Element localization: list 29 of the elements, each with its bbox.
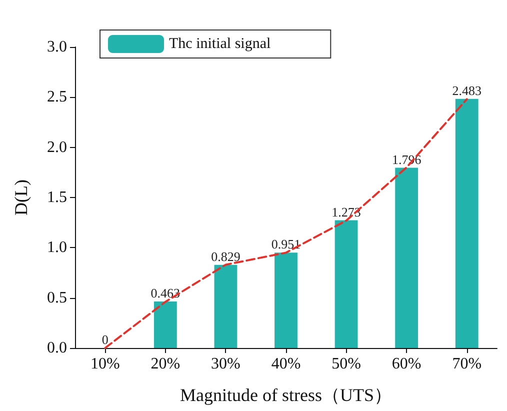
data-label: 0.829 <box>211 248 240 264</box>
x-tick-label: 50% <box>332 356 361 372</box>
x-tick-label: 70% <box>452 356 482 372</box>
bar <box>274 252 298 348</box>
data-label: 0 <box>102 332 108 347</box>
y-tick-label: 2.0 <box>47 138 67 156</box>
data-label: 2.483 <box>452 82 482 98</box>
x-tick-label: 60% <box>392 356 422 372</box>
x-tick-label: 40% <box>271 356 301 372</box>
line-series <box>104 98 468 349</box>
x-tick-label: 30% <box>211 356 240 372</box>
legend-label: Thc initial signal <box>169 36 271 52</box>
bar <box>395 168 418 348</box>
x-tick-label: 10% <box>90 356 120 372</box>
y-tick-label: 2.5 <box>47 88 67 106</box>
data-label: 0.463 <box>150 286 180 301</box>
bar <box>455 98 478 348</box>
data-label: 0.951 <box>271 236 301 252</box>
bar <box>214 264 238 348</box>
x-axis-title: Magnitude of stress（UTS） <box>180 385 392 405</box>
y-tick-label: 0.0 <box>47 340 67 356</box>
y-tick-label: 0.5 <box>47 289 67 306</box>
y-tick-label: 1.0 <box>47 239 67 256</box>
y-axis-title: D(L) <box>11 180 31 216</box>
y-tick-label: 1.5 <box>47 189 67 206</box>
x-tick-label: 20% <box>150 356 180 372</box>
y-tick-label: 3.0 <box>47 38 67 56</box>
bar <box>154 302 177 348</box>
bar <box>334 220 358 348</box>
